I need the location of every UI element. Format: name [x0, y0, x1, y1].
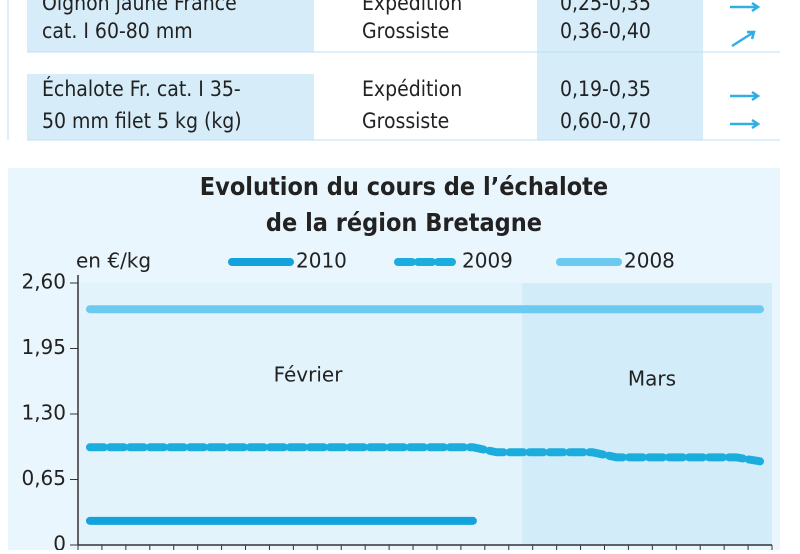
- table-cell-text: 0,60-0,70: [560, 109, 651, 133]
- y-axis-label: en €/kg: [76, 249, 151, 273]
- table-cell-text: Échalote Fr. cat. I 35-: [42, 76, 241, 101]
- cell-bg: [537, 0, 703, 140]
- table-cell-text: Oignon jaune France: [42, 0, 237, 15]
- table-cell-text: 50 mm filet 5 kg (kg): [42, 109, 242, 133]
- arrow-up: [731, 30, 756, 48]
- y-tick-label: 2,60: [21, 270, 66, 294]
- arrow-flat: [730, 90, 761, 102]
- y-tick-label: 1,95: [21, 335, 66, 359]
- cell-bg: [27, 0, 314, 52]
- arrow-flat: [730, 1, 761, 13]
- period-shade: [522, 283, 772, 545]
- legend-label: 2008: [624, 249, 675, 273]
- annotation: Février: [274, 363, 344, 387]
- table-cell-text: Grossiste: [362, 109, 449, 133]
- table-cell-text: 0,25-0,35: [560, 0, 651, 15]
- y-tick-label: 1,30: [21, 401, 66, 425]
- table-cell-text: Expédition: [362, 0, 462, 15]
- plot-area: [78, 283, 523, 545]
- chart-title: Evolution du cours de l’échalote: [200, 172, 608, 201]
- chart-title: de la région Bretagne: [266, 208, 542, 237]
- table-cell-text: 0,36-0,40: [560, 19, 651, 43]
- annotation: Mars: [628, 367, 676, 391]
- table-cell-text: Grossiste: [362, 19, 449, 43]
- y-tick-label: 0: [53, 532, 66, 551]
- y-tick-label: 0,65: [21, 466, 66, 490]
- legend-label: 2009: [462, 249, 513, 273]
- legend-label: 2010: [296, 249, 347, 273]
- table-cell-text: cat. I 60-80 mm: [42, 19, 193, 43]
- series-line: [85, 443, 765, 466]
- table-cell-text: Expédition: [362, 77, 462, 101]
- table-cell-text: 0,19-0,35: [560, 77, 651, 101]
- arrow-flat: [730, 118, 761, 130]
- cell-bg: [27, 74, 314, 140]
- trend-arrows: [730, 1, 761, 130]
